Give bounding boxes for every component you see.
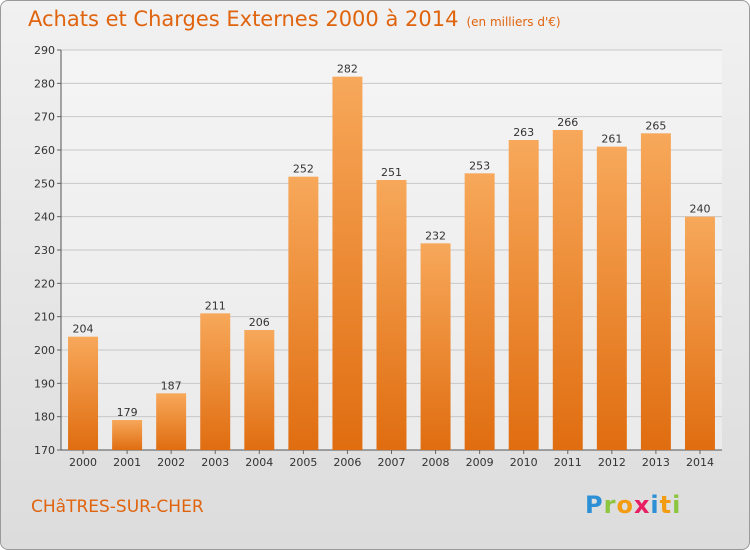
- bar-2006: [332, 76, 363, 451]
- y-tick-label: 250: [34, 177, 55, 190]
- x-tick-label-2012: 2012: [598, 456, 626, 469]
- y-tick-label: 210: [34, 311, 55, 324]
- bar-2011: [552, 130, 583, 450]
- x-tick-label-2005: 2005: [289, 456, 317, 469]
- y-tick-label: 280: [34, 77, 55, 90]
- bar-2012: [596, 146, 627, 450]
- y-tick-label: 240: [34, 211, 55, 224]
- bar-2009: [464, 173, 495, 451]
- data-label-2009: 253: [469, 159, 490, 172]
- x-tick-label-2006: 2006: [333, 456, 361, 469]
- x-tick-label-2013: 2013: [642, 456, 670, 469]
- data-label-2003: 211: [205, 299, 226, 312]
- y-tick-label: 200: [34, 344, 55, 357]
- chart-title-text: Achats et Charges Externes 2000 à 2014: [28, 7, 459, 31]
- data-label-2008: 232: [425, 229, 446, 242]
- proxiti-logo: Proxiti: [585, 491, 682, 519]
- data-label-2006: 282: [337, 63, 358, 76]
- x-tick-label-2010: 2010: [510, 456, 538, 469]
- y-tick-label: 170: [34, 444, 55, 457]
- data-label-2001: 179: [117, 406, 138, 419]
- y-tick-label: 220: [34, 277, 55, 290]
- x-tick-label-2000: 2000: [69, 456, 97, 469]
- data-label-2005: 252: [293, 163, 314, 176]
- y-tick-label: 290: [34, 44, 55, 57]
- data-label-2002: 187: [161, 379, 182, 392]
- x-tick-label-2009: 2009: [466, 456, 494, 469]
- bar-2007: [376, 180, 407, 450]
- data-label-2004: 206: [249, 316, 270, 329]
- data-label-2010: 263: [513, 126, 534, 139]
- x-tick-label-2003: 2003: [201, 456, 229, 469]
- bar-2003: [200, 313, 231, 450]
- y-tick-label: 230: [34, 244, 55, 257]
- data-label-2000: 204: [73, 323, 94, 336]
- x-tick-label-2004: 2004: [245, 456, 273, 469]
- x-tick-label-2011: 2011: [554, 456, 582, 469]
- chart-title: Achats et Charges Externes 2000 à 2014 (e…: [28, 7, 561, 31]
- bar-2004: [244, 330, 275, 450]
- bar-2005: [288, 176, 319, 450]
- bar-2013: [640, 133, 671, 451]
- y-tick-label: 260: [34, 144, 55, 157]
- x-tick-label-2008: 2008: [422, 456, 450, 469]
- town-name: CHâTRES-SUR-CHER: [31, 497, 204, 517]
- data-label-2007: 251: [381, 166, 402, 179]
- data-label-2011: 266: [557, 116, 578, 129]
- bar-2014: [684, 216, 715, 450]
- x-tick-label-2001: 2001: [113, 456, 141, 469]
- bar-2008: [420, 243, 451, 450]
- data-label-2013: 265: [645, 119, 666, 132]
- y-tick-label: 180: [34, 411, 55, 424]
- x-tick-label-2014: 2014: [686, 456, 714, 469]
- data-label-2012: 261: [601, 133, 622, 146]
- bar-2000: [68, 336, 99, 450]
- x-tick-label-2002: 2002: [157, 456, 185, 469]
- bar-2010: [508, 140, 539, 450]
- bar-2002: [156, 393, 187, 450]
- y-tick-label: 270: [34, 111, 55, 124]
- bar-2001: [112, 420, 143, 450]
- chart-unit: (en milliers d'€): [466, 15, 561, 29]
- x-tick-label-2007: 2007: [378, 456, 406, 469]
- y-tick-label: 190: [34, 377, 55, 390]
- data-label-2014: 240: [689, 203, 710, 216]
